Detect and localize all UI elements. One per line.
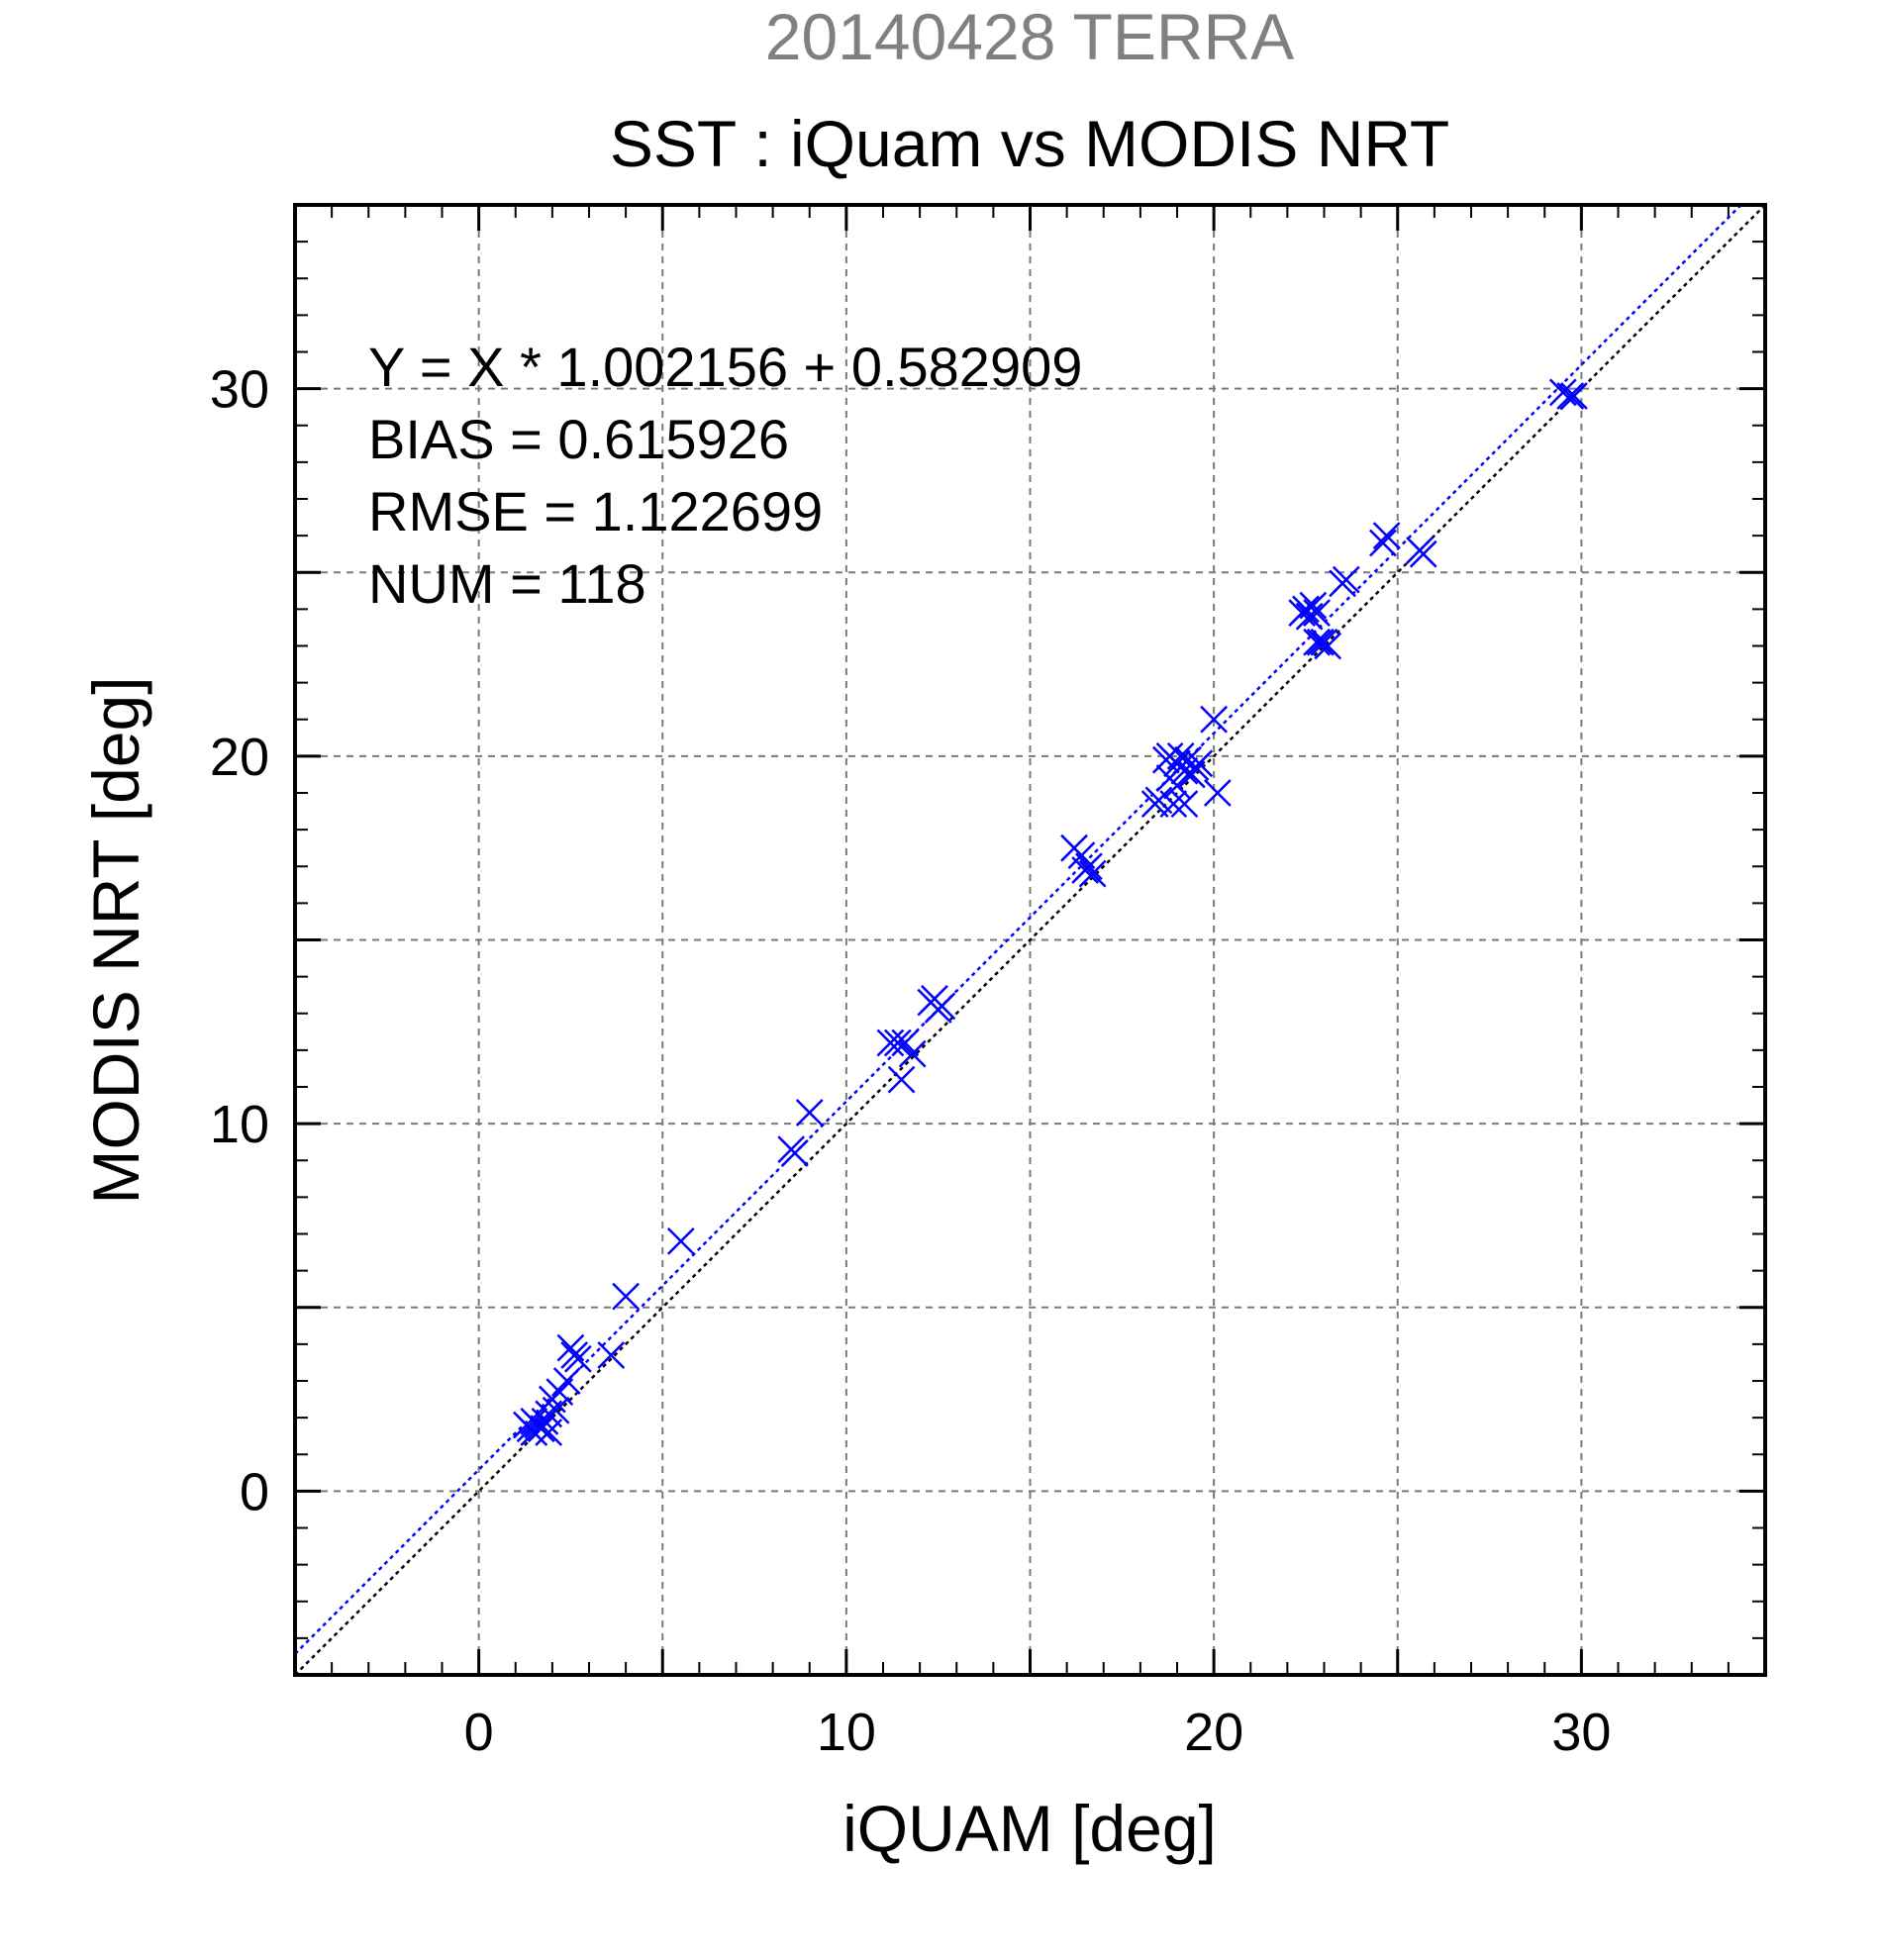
identity-line: [294, 204, 1766, 1676]
data-point: [612, 1282, 641, 1311]
data-point: [1203, 779, 1232, 807]
data-point: [666, 1227, 695, 1255]
x-tick-labels: 0 10 20 30: [464, 1703, 1612, 1762]
data-point: [1159, 790, 1188, 819]
data-point: [1075, 852, 1103, 881]
chart-supertitle: 20140428 TERRA: [765, 0, 1294, 73]
stats-line-rmse: RMSE = 1.122699: [368, 480, 823, 542]
x-tick-label: 0: [464, 1703, 494, 1762]
data-point: [563, 1344, 592, 1373]
data-point: [535, 1419, 563, 1446]
x-tick-label: 10: [817, 1703, 876, 1762]
data-point: [1369, 529, 1397, 557]
x-tick-label: 30: [1551, 1703, 1611, 1762]
data-point: [1556, 382, 1585, 410]
stats-line-bias: BIAS = 0.615926: [368, 408, 789, 470]
data-point: [887, 1065, 916, 1094]
data-point: [795, 1099, 824, 1127]
data-point: [1372, 522, 1401, 550]
data-point: [1295, 602, 1324, 631]
data-point: [876, 1029, 905, 1057]
data-point: [527, 1415, 555, 1443]
data-point: [1185, 749, 1214, 778]
stats-line-equation: Y = X * 1.002156 + 0.582909: [368, 336, 1082, 398]
data-point: [1560, 382, 1588, 410]
data-point: [1200, 705, 1229, 734]
stats-annotation: Y = X * 1.002156 + 0.582909 BIAS = 0.615…: [368, 336, 1082, 615]
chart-title: SST : iQuam vs MODIS NRT: [610, 107, 1449, 180]
y-tick-label: 10: [210, 1095, 269, 1154]
data-point: [1303, 628, 1331, 656]
data-point: [781, 1138, 809, 1167]
data-point: [1170, 756, 1199, 785]
data-point: [1303, 599, 1331, 627]
x-tick-label: 20: [1184, 1703, 1243, 1762]
data-point: [883, 1029, 912, 1057]
data-point: [552, 1367, 581, 1395]
data-point: [1170, 790, 1199, 819]
data-point: [597, 1341, 626, 1369]
data-point: [1409, 539, 1437, 568]
data-points: [513, 378, 1588, 1446]
data-point: [1078, 859, 1107, 888]
y-tick-label: 0: [240, 1462, 269, 1521]
minor-ticks: [295, 205, 1765, 1675]
x-axis-label: iQUAM [deg]: [842, 1792, 1217, 1865]
y-tick-label: 20: [210, 728, 269, 787]
data-point: [1332, 565, 1360, 594]
data-point: [542, 1396, 570, 1424]
data-point: [1314, 632, 1342, 660]
data-point: [1548, 378, 1577, 407]
data-point: [1299, 591, 1328, 620]
data-point: [928, 992, 956, 1021]
stats-line-num: NUM = 118: [368, 552, 646, 615]
y-axis-label: MODIS NRT [deg]: [79, 676, 152, 1204]
y-tick-labels: 0 10 20 30: [210, 360, 269, 1522]
plot-frame: [293, 203, 1767, 1677]
data-point: [1292, 595, 1320, 624]
data-point: [898, 1039, 927, 1068]
y-tick-label: 30: [210, 360, 269, 420]
data-point: [1306, 628, 1335, 656]
